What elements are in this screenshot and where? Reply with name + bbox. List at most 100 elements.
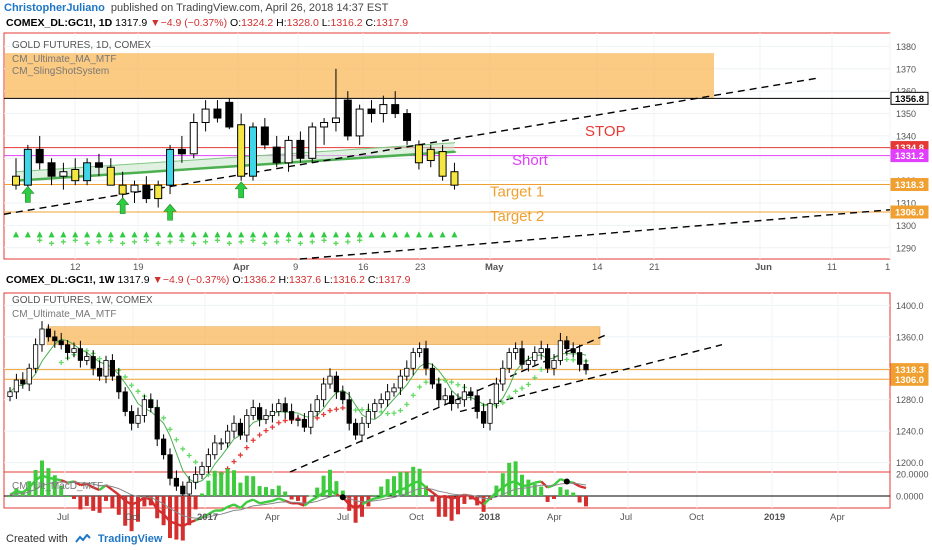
macd-histogram-bar	[168, 496, 172, 539]
candle-1w	[122, 391, 128, 412]
candle	[391, 104, 400, 115]
signal-triangle	[273, 231, 280, 238]
macd-line-segment	[220, 505, 229, 512]
candle-1w	[199, 466, 205, 475]
candle-1w	[532, 352, 538, 361]
signal-triangle	[250, 231, 256, 238]
macd-histogram-bar	[443, 496, 448, 517]
x-tick-label: Jun	[755, 262, 772, 273]
candle-1w	[186, 481, 192, 495]
signal-triangle	[72, 231, 79, 238]
signal-cross	[191, 240, 197, 246]
candle-1w	[410, 352, 416, 369]
ma-long-cross	[173, 437, 179, 443]
signal-triangle	[143, 231, 150, 238]
signal-cross	[250, 237, 256, 243]
signal-triangle	[238, 231, 245, 238]
candle-1w	[500, 367, 506, 385]
macd-line-segment	[431, 491, 440, 499]
x-tick-label-1w: Oct	[689, 512, 704, 523]
candle-1w	[372, 403, 378, 412]
macd-line-segment	[48, 476, 56, 481]
macd-line-segment	[579, 485, 587, 490]
ma-long-cross	[500, 400, 506, 406]
macd-line-segment	[508, 480, 516, 484]
signal-triangle	[107, 231, 114, 238]
macd-line-segment	[124, 499, 133, 506]
candle	[426, 148, 435, 162]
candle-1w	[141, 399, 147, 416]
publish-header: ChristopherJuliano published on TradingV…	[0, 0, 932, 16]
candle	[414, 144, 423, 164]
candle	[308, 126, 317, 159]
x-tick-label: 12	[70, 262, 81, 273]
candle-1w	[416, 348, 423, 353]
macd-histogram-bar	[411, 466, 416, 496]
candle-1w	[327, 375, 333, 385]
macd-line-segment	[393, 488, 401, 495]
macd-line-segment	[149, 498, 159, 510]
x-tick-label: 19	[133, 262, 144, 273]
x-tick-label-1w: Apr	[830, 512, 845, 523]
macd-line-segment	[482, 497, 491, 506]
signal-cross	[120, 240, 126, 246]
macd-line-segment	[156, 508, 165, 516]
macd-line-segment	[86, 482, 94, 489]
signal-cross	[262, 240, 268, 246]
candle-1w	[167, 454, 173, 479]
macd-histogram-bar	[270, 489, 275, 496]
candle-1w	[154, 407, 160, 440]
signal-triangle	[415, 231, 422, 238]
ma-long-cross	[385, 411, 391, 417]
macd-line-segment	[310, 496, 318, 502]
macd-histogram-bar	[552, 496, 556, 499]
ma-long-cross	[250, 437, 256, 443]
y-tick-label: 1300	[896, 221, 916, 231]
ma-long-cross	[410, 392, 416, 398]
macd-line-segment	[143, 496, 152, 501]
macd-histogram-bar	[180, 496, 185, 541]
signal-cross	[345, 239, 351, 245]
candle	[284, 139, 293, 164]
ma-long-cross	[58, 360, 64, 366]
macd-histogram-bar	[225, 468, 230, 496]
macd-histogram-bar	[251, 476, 256, 496]
macd-line-segment	[22, 486, 30, 494]
candle-1w	[583, 363, 589, 371]
chart-title-1d: GOLD FUTURES, 1D, COMEX	[12, 40, 151, 51]
candle-1w	[148, 399, 154, 408]
macd-line-segment	[380, 493, 389, 499]
symbol-line-text: COMEX_DL:GC1!, 1D 1317.9 ▼−4.9 (−0.37%) …	[6, 17, 408, 29]
macd-histogram-bar	[116, 496, 121, 515]
signal-cross	[72, 237, 78, 243]
macd-histogram-bar	[200, 493, 204, 496]
macd-histogram-bar	[507, 462, 512, 496]
candle-1w	[320, 383, 327, 401]
macd-line-segment	[131, 500, 139, 506]
signal-triangle	[285, 231, 292, 238]
ma-long-cross	[231, 459, 237, 465]
macd-histogram-bar	[456, 496, 460, 515]
macd-line-segment	[495, 486, 504, 494]
macd-line-segment	[41, 474, 49, 479]
candle-1w	[237, 422, 243, 436]
candle-1w	[52, 336, 58, 342]
macd-line-segment	[239, 501, 248, 509]
candle-1w	[480, 411, 487, 424]
author-link[interactable]: ChristopherJuliano	[4, 2, 105, 14]
macd-line-segment	[489, 491, 498, 500]
tradingview-brand-link[interactable]: TradingView	[97, 533, 163, 545]
x-tick-label-1w: 2017	[197, 512, 218, 523]
buy-arrow-icon	[115, 197, 130, 214]
candle-1w	[340, 391, 346, 401]
candle-1w	[97, 367, 103, 377]
symbol-line-text: COMEX_DL:GC1!, 1W 1317.9 ▼−4.9 (−0.37%) …	[6, 274, 411, 286]
candle	[71, 168, 80, 182]
price-tag	[890, 91, 929, 105]
ma-long-cross	[276, 420, 282, 426]
indicator-label: CM_SlingShotSystem	[12, 66, 109, 77]
candle	[272, 146, 281, 164]
candle-1w	[65, 344, 71, 353]
macd-histogram-bar	[238, 482, 243, 496]
